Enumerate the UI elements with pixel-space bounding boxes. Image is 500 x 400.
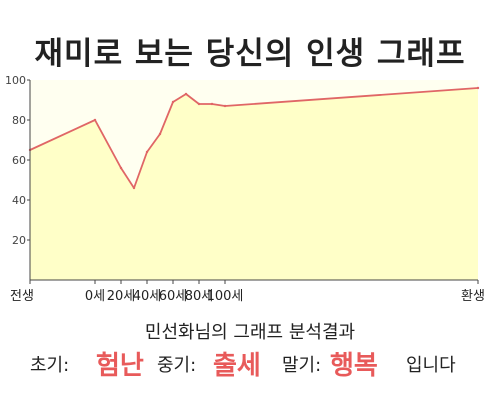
middle-value: 출세 [213,351,261,381]
data-point-4 [145,150,149,154]
y-tick-label: 20 [12,234,26,247]
y-tick-label: 40 [12,194,26,207]
data-point-2 [119,166,123,170]
x-tick-label: 100세 [207,289,244,304]
x-tick-label: 60세 [159,289,188,304]
data-point-6 [171,100,175,104]
data-point-1 [93,118,97,122]
x-tick-label: 0세 [85,289,105,304]
y-tick-label: 80 [12,114,26,127]
early-label: 초기: [30,355,70,376]
y-tick-label: 100 [5,74,26,87]
x-tick-label: 전생 [10,289,34,304]
middle-label: 중기: [157,355,197,376]
data-point-3 [132,186,136,190]
late-value: 행복 [330,351,378,381]
chart-title: 재미로 보는 당신의 인생 그래프 [34,36,466,72]
data-point-11 [476,86,480,90]
data-point-7 [184,92,188,96]
series-line [29,87,479,189]
data-point-5 [158,132,162,136]
data-point-10 [223,104,227,108]
analysis-heading: 민선화님의 그래프 분석결과 [144,322,356,343]
series-area [30,88,478,280]
series-layer [28,86,480,280]
late-label: 말기: [282,355,322,376]
early-value: 험난 [96,351,144,381]
data-point-8 [197,102,201,106]
analysis-result: 초기: 험난 중기: 출세 말기: 행복 입니다 [0,343,500,383]
x-tick-label: 40세 [133,289,162,304]
ending-text: 입니다 [406,355,456,376]
x-tick-label: 20세 [107,289,136,304]
data-point-9 [210,102,214,106]
y-tick-label: 60 [12,154,26,167]
x-tick-label: 환생 [461,289,485,304]
x-tick-label: 80세 [185,289,214,304]
